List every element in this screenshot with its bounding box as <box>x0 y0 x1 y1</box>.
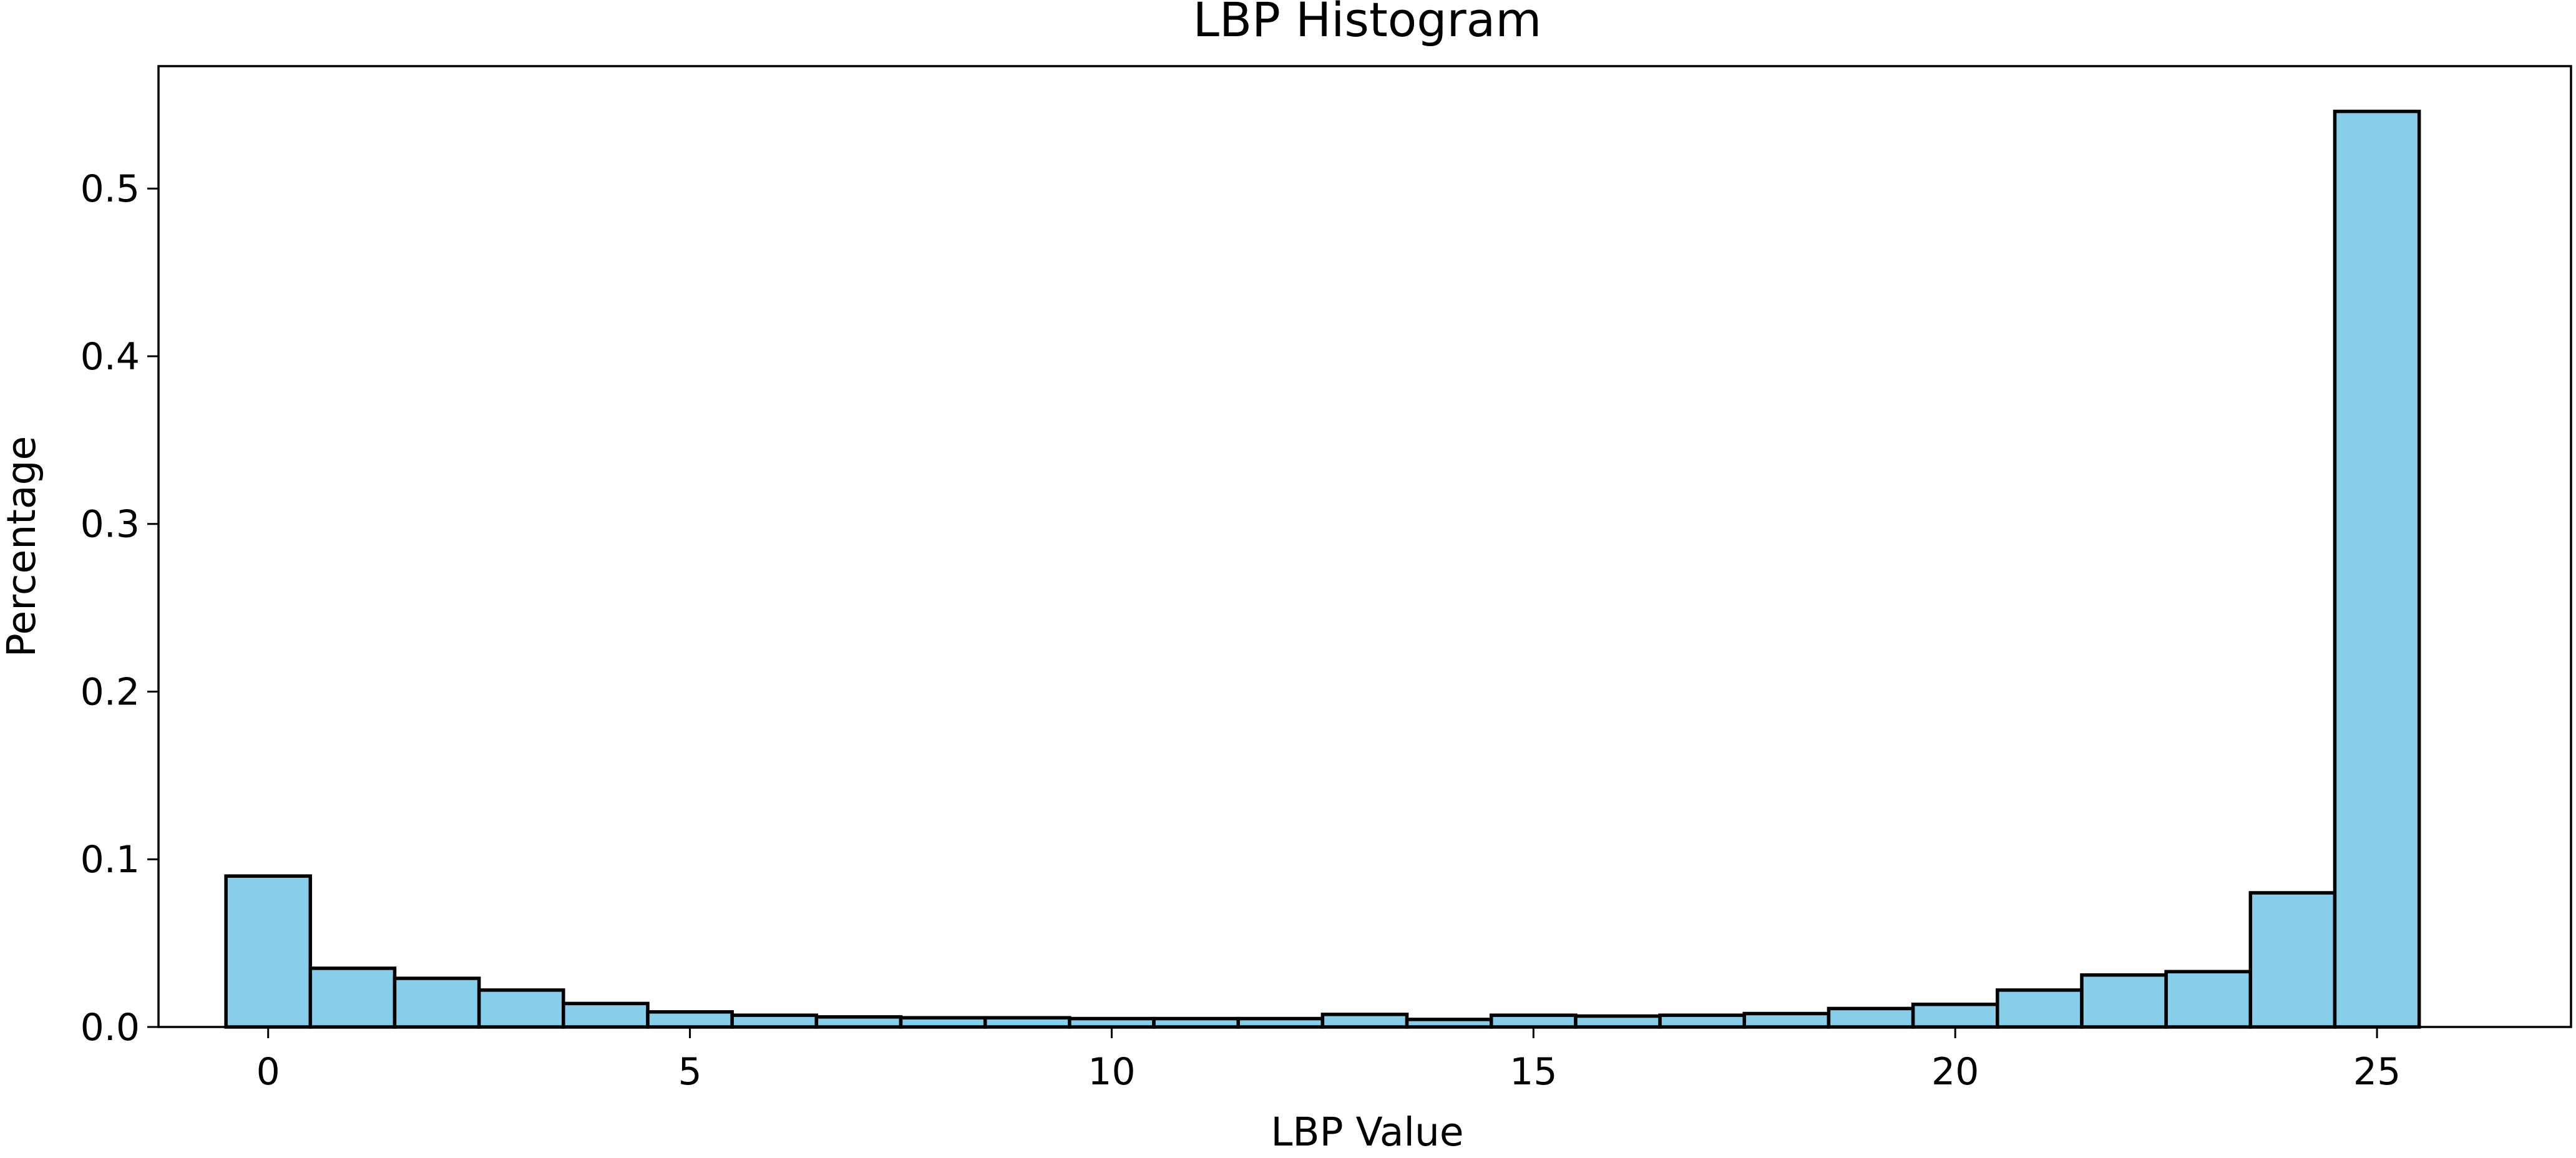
bar-5 <box>646 1010 734 1029</box>
bar-0 <box>224 874 313 1029</box>
y-tick-label-4: 0.4 <box>80 335 140 379</box>
bar-4 <box>562 1001 650 1029</box>
bar-14 <box>1405 1018 1493 1029</box>
bar-20 <box>1911 1002 1999 1029</box>
y-tick-label-1: 0.1 <box>80 838 140 882</box>
bar-3 <box>477 988 565 1029</box>
bar-9 <box>983 1016 1071 1029</box>
bars-group <box>224 109 2421 1029</box>
bar-21 <box>1996 988 2084 1029</box>
x-tick-label-10: 10 <box>1088 1050 1135 1094</box>
bar-6 <box>730 1013 819 1029</box>
bar-22 <box>2080 973 2168 1029</box>
bar-19 <box>1827 1006 1915 1029</box>
bar-12 <box>1236 1016 1325 1029</box>
y-axis: 0.0 0.1 0.2 0.3 0.4 0.5 <box>80 167 159 1049</box>
bar-25 <box>2333 109 2421 1029</box>
x-tick-label-15: 15 <box>1510 1050 1557 1094</box>
bar-10 <box>1068 1016 1156 1029</box>
bar-8 <box>899 1016 987 1029</box>
bar-23 <box>2164 970 2253 1029</box>
x-axis: 0 5 10 15 20 25 <box>256 1027 2401 1094</box>
y-tick-label-2: 0.2 <box>80 670 140 714</box>
y-tick-label-0: 0.0 <box>80 1006 140 1049</box>
bar-13 <box>1320 1013 1409 1029</box>
x-tick-label-0: 0 <box>256 1050 280 1094</box>
bar-15 <box>1490 1013 1578 1029</box>
bar-7 <box>814 1015 903 1029</box>
x-tick-label-5: 5 <box>678 1050 702 1094</box>
bar-17 <box>1658 1013 1747 1029</box>
bar-24 <box>2248 891 2337 1029</box>
chart-title: LBP Histogram <box>1193 0 1542 47</box>
x-axis-label: LBP Value <box>1271 1109 1463 1155</box>
y-tick-label-3: 0.3 <box>80 503 140 547</box>
bar-11 <box>1152 1016 1240 1029</box>
x-tick-label-20: 20 <box>1931 1050 1979 1094</box>
x-tick-label-25: 25 <box>2353 1050 2401 1094</box>
bar-2 <box>393 976 481 1029</box>
plot-frame <box>157 65 2572 1028</box>
y-tick-label-5: 0.5 <box>80 167 140 211</box>
bar-1 <box>308 966 397 1029</box>
y-axis-label: Percentage <box>0 436 44 657</box>
bar-16 <box>1574 1014 1662 1029</box>
bar-18 <box>1742 1011 1831 1029</box>
